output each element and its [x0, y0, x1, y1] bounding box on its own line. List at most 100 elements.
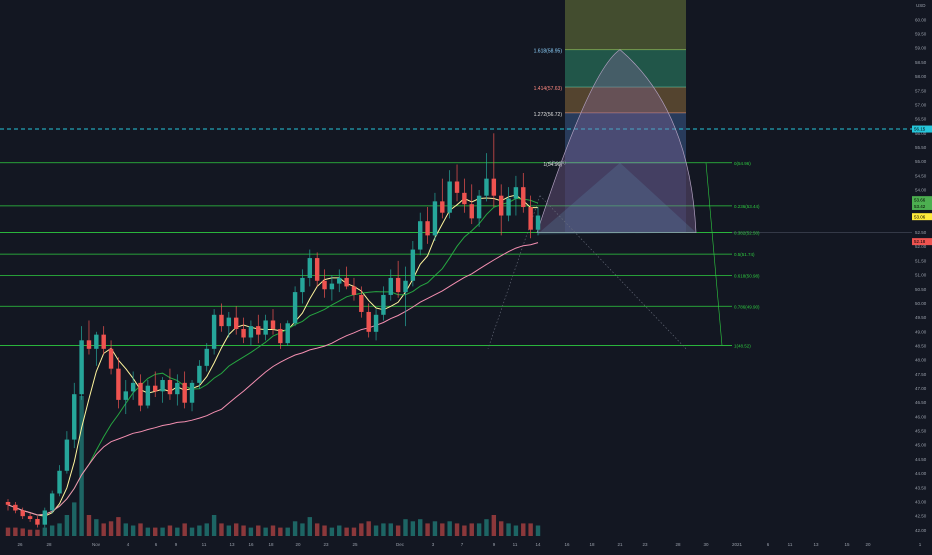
- price-tick: 57.50: [915, 88, 927, 93]
- time-tick: 21: [617, 542, 623, 547]
- volume-bar: [285, 527, 290, 536]
- fib-labels: 1.618(58.95) 1.414(57.63) 1.272(56.72) 1(54…: [534, 49, 760, 349]
- price-tick: 60.00: [915, 17, 927, 22]
- time-tick: 30: [703, 542, 709, 547]
- candle-body: [329, 283, 335, 290]
- price-tick: 42.50: [915, 514, 927, 519]
- extension-label: 1.272(56.72): [534, 112, 563, 118]
- time-axis[interactable]: 26 28 Nov 4 6 9 11 13 16 18 20 23 25 Dec 3 7 9 11 14 16 18 21…: [0, 538, 932, 550]
- volume-bar: [138, 523, 143, 536]
- volume-bar: [5, 527, 11, 536]
- volume-bar: [300, 523, 305, 536]
- price-tick: 58.50: [915, 60, 927, 65]
- volume-bar: [108, 521, 114, 536]
- volume-bar: [197, 525, 202, 536]
- candle-body: [292, 292, 298, 324]
- time-tick: 13: [229, 542, 235, 547]
- fib-arc: [536, 49, 697, 233]
- candle-body: [108, 348, 114, 369]
- candle-body: [440, 201, 445, 213]
- candle-body: [373, 314, 379, 332]
- time-tick: 14: [535, 542, 541, 547]
- volume-bar: [233, 523, 239, 536]
- candle-body: [145, 385, 151, 406]
- candle-body: [116, 368, 121, 400]
- volume-bar: [116, 517, 121, 536]
- candle-body: [42, 510, 48, 525]
- candle-body: [462, 192, 467, 205]
- candle-body: [314, 258, 320, 281]
- volume-bar: [153, 527, 158, 536]
- volume-bar: [42, 527, 48, 536]
- volume-bar: [440, 523, 445, 536]
- candle-body: [57, 470, 62, 494]
- time-tick: 7: [461, 542, 464, 547]
- candle-body: [248, 326, 254, 338]
- candle-body: [197, 365, 202, 383]
- fib-label: 0.382(52.50): [734, 231, 760, 236]
- time-tick: 13: [813, 542, 819, 547]
- price-badge-label: 53.06: [914, 214, 926, 219]
- candle-body: [72, 394, 77, 440]
- price-badge-label: 52.18: [914, 239, 926, 244]
- volume-bar: [145, 527, 151, 536]
- price-tick: 46.00: [915, 414, 927, 419]
- extension-zone: [565, 49, 686, 88]
- price-tick: 42.00: [915, 528, 927, 533]
- candle-body: [388, 277, 393, 295]
- candle-body: [160, 380, 165, 392]
- volume-bar: [204, 523, 209, 536]
- candle-body: [27, 516, 33, 519]
- price-tick: 49.00: [915, 329, 927, 334]
- volume-bar: [351, 527, 357, 536]
- price-tick: 47.50: [915, 372, 927, 377]
- candle-body: [13, 504, 18, 511]
- price-tick: 51.00: [915, 273, 927, 278]
- candle-body: [64, 439, 70, 471]
- candle-body: [35, 518, 40, 525]
- candle-body: [484, 178, 489, 196]
- candle-body: [469, 204, 474, 219]
- volume-bar: [359, 523, 364, 536]
- candle-body: [278, 328, 283, 344]
- candle-body: [86, 340, 92, 349]
- volume-bar: [27, 529, 33, 536]
- volume-bar: [241, 525, 246, 536]
- extension-label: 1.618(58.95): [534, 49, 563, 55]
- volume-bar: [314, 523, 320, 536]
- time-tick: 2021: [732, 542, 743, 547]
- price-tick: 59.50: [915, 32, 927, 37]
- candle-body: [498, 195, 504, 216]
- price-tick: 52.50: [915, 230, 927, 235]
- price-badge: [912, 238, 932, 246]
- volume-bar: [373, 525, 379, 536]
- time-tick: 4: [127, 542, 130, 547]
- volume-bar: [322, 525, 327, 536]
- candle-body: [476, 195, 482, 219]
- extension-label: 1(54.96): [543, 162, 562, 168]
- time-tick: 9: [175, 542, 178, 547]
- volume-bar: [476, 523, 482, 536]
- volume-bar: [248, 527, 254, 536]
- price-tick: 50.50: [915, 287, 927, 292]
- price-tick: 54.00: [915, 188, 927, 193]
- price-tick: 48.00: [915, 358, 927, 363]
- price-badge: [912, 196, 932, 204]
- volume-bar: [86, 515, 92, 536]
- volume-bar: [454, 523, 460, 536]
- fib-arc-drawing: [487, 49, 723, 350]
- candle-body: [300, 277, 305, 293]
- price-tick: 55.00: [915, 159, 927, 164]
- candle-body: [418, 221, 423, 250]
- price-axis[interactable]: 42.00 42.50 43.00 43.50 44.00 44.50 45.00 45.50…: [912, 0, 932, 550]
- candle-body: [49, 493, 55, 511]
- volume-bar: [462, 525, 467, 536]
- candle-body: [337, 277, 342, 284]
- time-tick: 3: [432, 542, 435, 547]
- extension-zones: [565, 0, 686, 233]
- price-tick: 49.50: [915, 315, 927, 320]
- candle-body: [322, 280, 327, 290]
- candle-body: [182, 382, 187, 403]
